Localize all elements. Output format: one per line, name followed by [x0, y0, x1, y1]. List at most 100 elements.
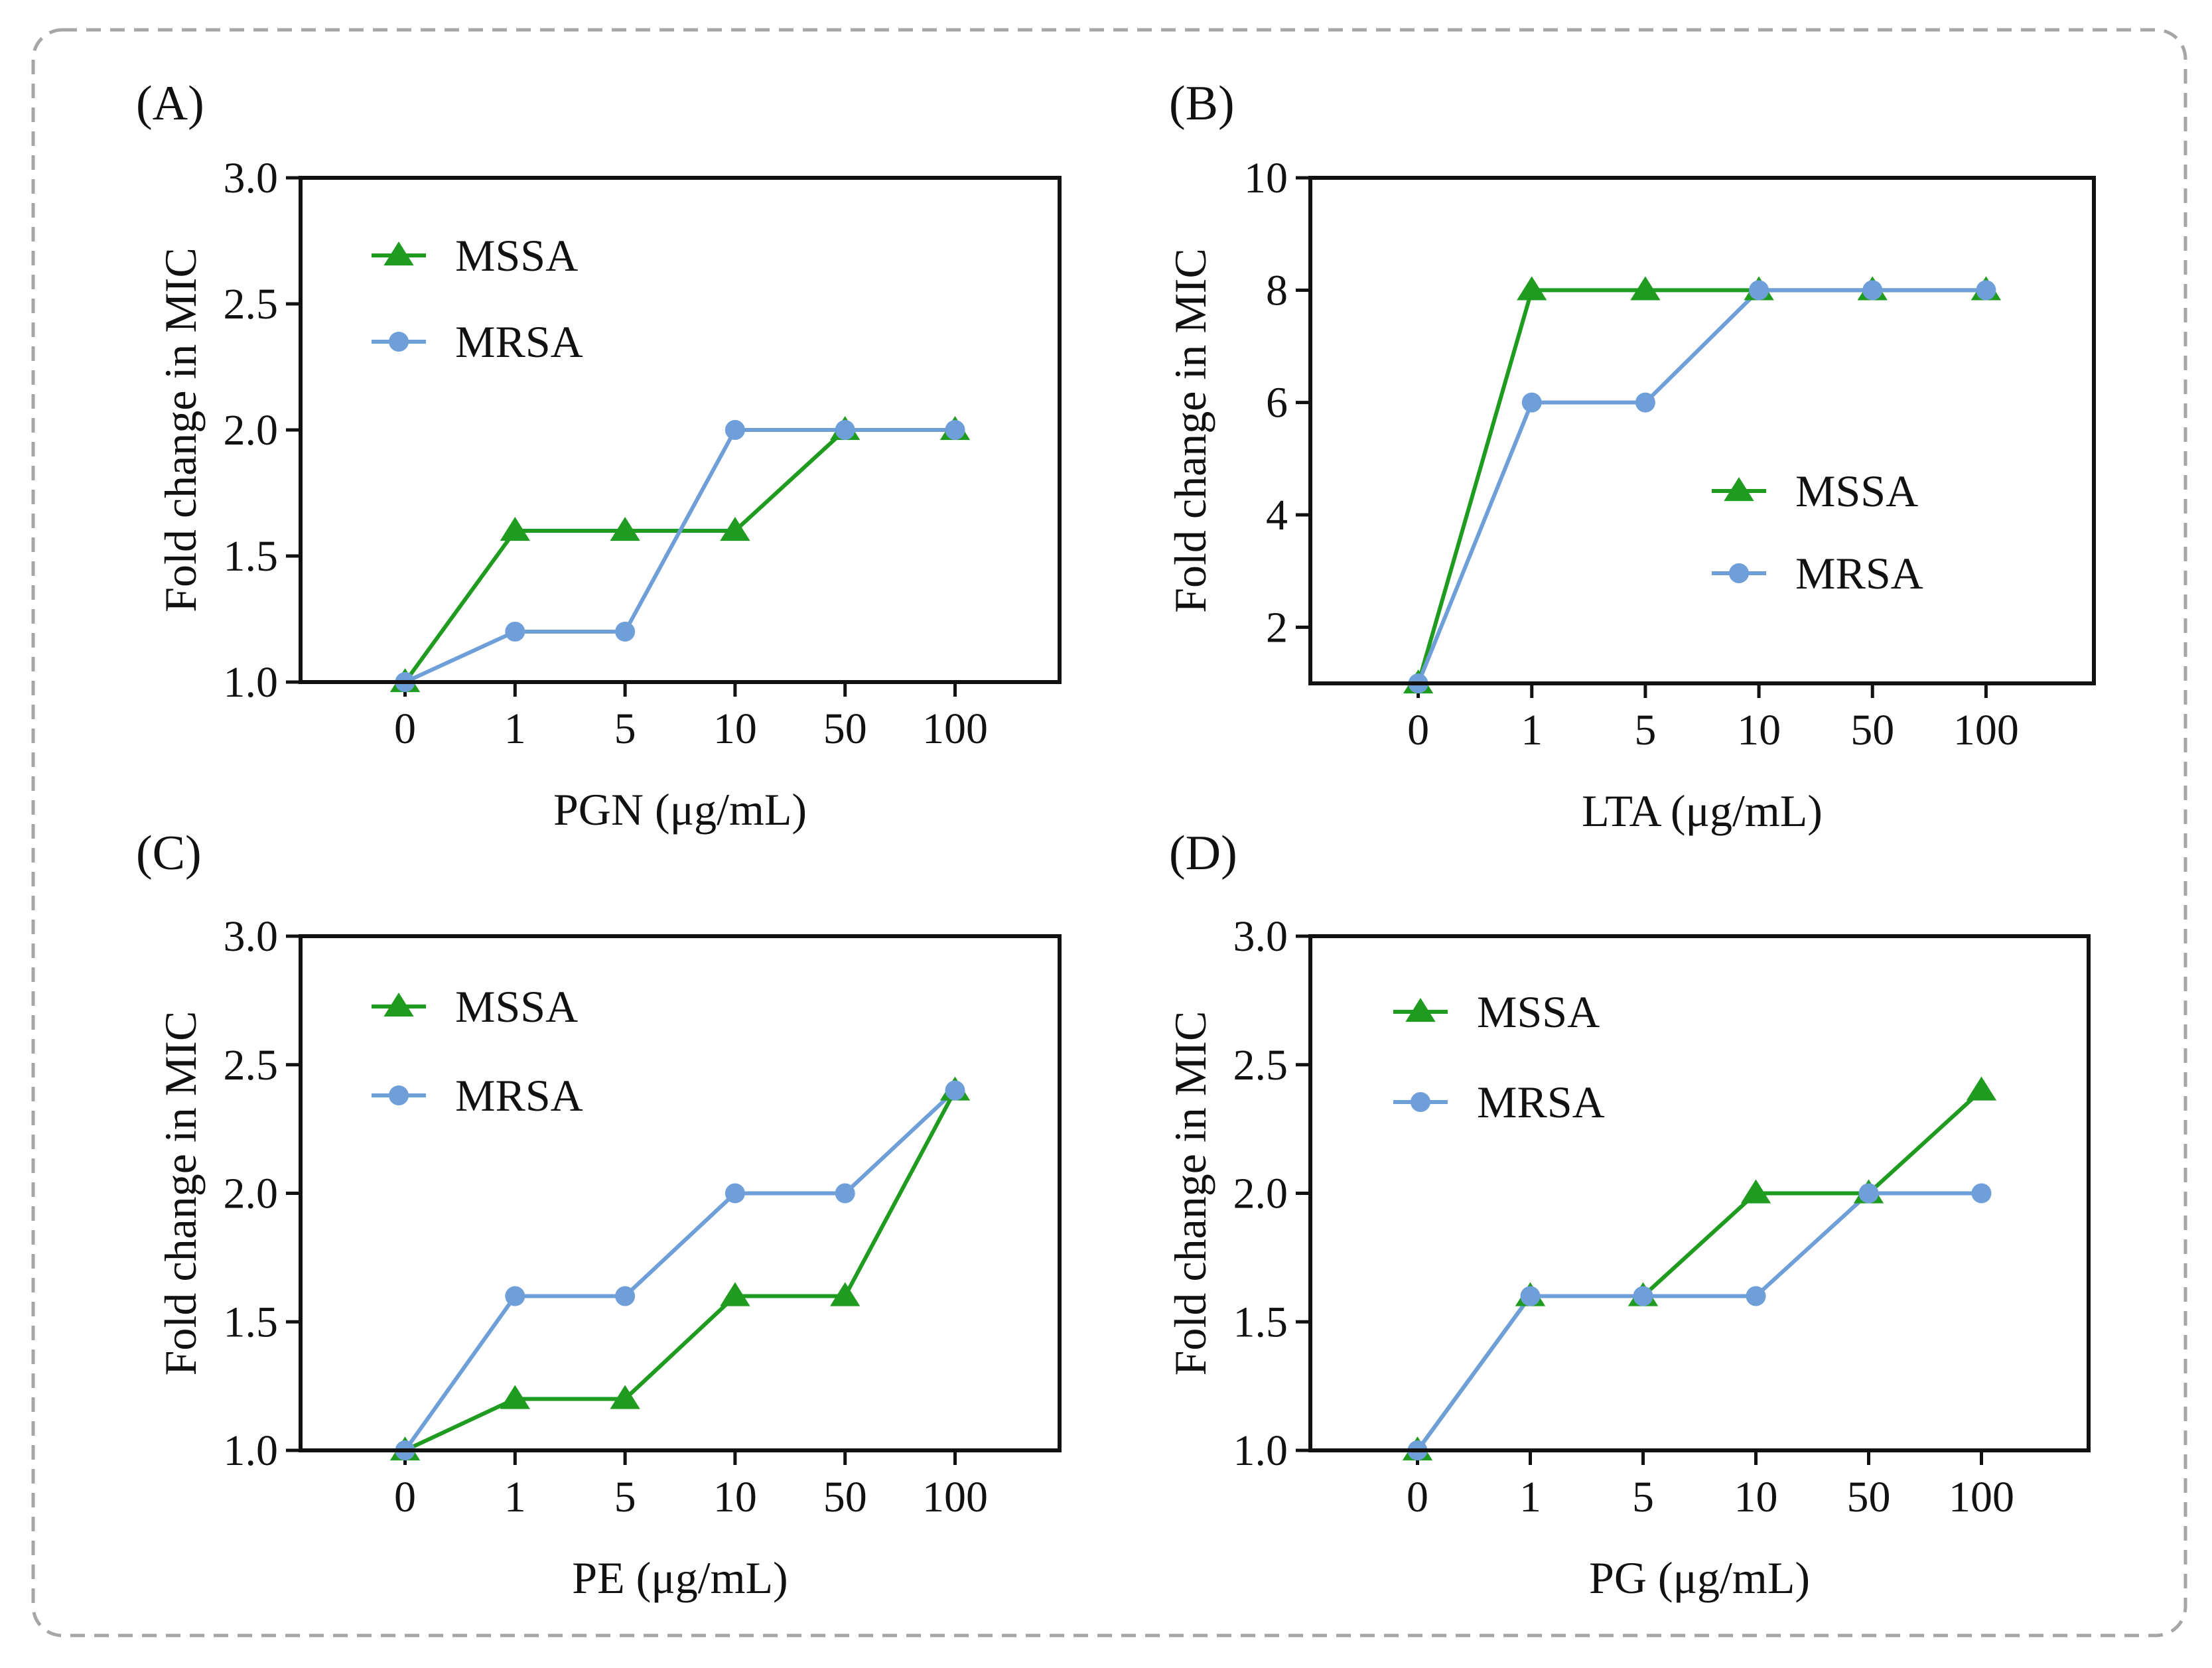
legend: MSSA MRSA	[372, 230, 583, 367]
data-point-mrsa-1	[505, 1286, 525, 1306]
legend-label-mssa: MSSA	[1477, 987, 1600, 1037]
x-tick-label: 1	[504, 1473, 526, 1521]
y-tick-label: 3.0	[1233, 912, 1288, 961]
x-tick-label: 5	[1634, 706, 1656, 754]
legend-marker-mssa	[383, 242, 414, 266]
data-point-mssa-1	[500, 517, 530, 541]
data-point-mrsa-10	[725, 420, 745, 440]
data-point-mrsa-50	[1862, 280, 1883, 301]
data-point-mssa-1	[500, 1385, 530, 1409]
data-point-mrsa-100	[1971, 1183, 1992, 1204]
y-tick-label: 2.0	[224, 1170, 279, 1218]
data-point-mssa-5	[610, 1385, 640, 1409]
x-tick-label: 1	[1521, 706, 1543, 754]
y-tick-label: 2.5	[224, 280, 279, 328]
series-line-mrsa	[1416, 288, 1986, 685]
x-tick-label: 100	[1949, 1473, 2014, 1521]
chart-panel-c: (C) 1.0 1.5 2.0 2.5 3.0 0 1 5 10 50 100 PE (μg/mL) Fo…	[136, 826, 1062, 1603]
y-tick-label: 8	[1266, 266, 1288, 314]
legend-label-mrsa: MRSA	[1795, 548, 1923, 598]
series-line-mssa	[404, 1089, 957, 1452]
x-tick-label: 10	[1734, 1473, 1778, 1521]
data-point-mrsa-50	[835, 420, 855, 440]
x-tick-label: 0	[394, 705, 416, 753]
x-tick-label: 0	[394, 1473, 416, 1521]
data-point-mssa-10	[720, 1282, 750, 1306]
legend: MSSA MRSA	[1712, 466, 1923, 598]
x-tick-label: 50	[1847, 1473, 1891, 1521]
data-point-mrsa-10	[725, 1183, 745, 1204]
x-tick-label: 100	[922, 705, 988, 753]
x-tick-label: 5	[614, 705, 636, 753]
y-tick-label: 2.0	[1233, 1170, 1288, 1218]
x-axis-title: LTA (μg/mL)	[1582, 786, 1823, 836]
data-point-mssa-10	[1740, 1179, 1771, 1204]
legend: MSSA MRSA	[372, 981, 583, 1121]
data-point-mssa-5	[610, 517, 640, 541]
x-tick-label: 5	[1632, 1473, 1654, 1521]
legend-label-mrsa: MRSA	[1477, 1077, 1605, 1127]
data-point-mrsa-5	[1635, 392, 1655, 413]
data-point-mrsa-1	[1520, 1286, 1541, 1306]
y-tick-label: 1.5	[1233, 1298, 1288, 1346]
chart-panel-a: (A) 1.0 1.5 2.0 2.5 3.0 0 1 5 10 50 100 PGN (μg/mL) F…	[136, 76, 1062, 835]
panel-letter: (C)	[136, 826, 202, 880]
legend: MSSA MRSA	[1393, 987, 1605, 1127]
x-tick-label: 100	[1953, 706, 2019, 754]
y-tick-label: 3.0	[224, 154, 279, 202]
legend-marker-mssa	[1724, 477, 1754, 502]
legend-marker-mrsa	[389, 1085, 409, 1105]
data-point-mrsa-50	[1858, 1183, 1879, 1204]
data-point-mssa-10	[720, 517, 750, 541]
series-line-mssa	[1416, 1089, 1983, 1452]
x-tick-label: 100	[922, 1473, 988, 1521]
data-point-mrsa-100	[945, 1080, 965, 1101]
x-axis-title: PGN (μg/mL)	[553, 784, 807, 835]
x-tick-label: 10	[713, 1473, 757, 1521]
legend-label-mssa: MSSA	[1795, 466, 1918, 516]
y-tick-label: 1.5	[224, 532, 279, 581]
legend-marker-mssa	[1405, 998, 1436, 1022]
x-tick-label: 0	[1407, 706, 1429, 754]
panel-letter: (B)	[1169, 76, 1235, 131]
x-tick-label: 5	[614, 1473, 636, 1521]
x-axis-title: PG (μg/mL)	[1589, 1553, 1810, 1603]
y-tick-label: 1.0	[1233, 1426, 1288, 1475]
y-tick-label: 2.5	[1233, 1041, 1288, 1089]
panel-letter: (D)	[1169, 826, 1237, 880]
y-tick-label: 6	[1266, 379, 1288, 427]
y-tick-label: 1.0	[224, 658, 279, 707]
y-tick-label: 2	[1266, 603, 1288, 652]
plot-area	[299, 934, 1062, 1452]
y-tick-label: 3.0	[224, 912, 279, 961]
y-axis-title: Fold change in MIC	[1165, 1011, 1215, 1376]
data-point-mrsa-100	[945, 420, 965, 440]
y-tick-label: 4	[1266, 491, 1288, 539]
y-axis-title: Fold change in MIC	[1165, 248, 1215, 613]
x-axis-title: PE (μg/mL)	[572, 1553, 788, 1603]
x-tick-label: 50	[823, 705, 867, 753]
y-tick-label: 1.5	[224, 1298, 279, 1346]
legend-label-mrsa: MRSA	[455, 316, 583, 367]
plot-area	[299, 176, 1062, 684]
data-point-mrsa-5	[615, 1286, 636, 1306]
legend-marker-mrsa	[1729, 563, 1749, 583]
data-point-mrsa-10	[1749, 280, 1769, 301]
legend-marker-mrsa	[1411, 1092, 1430, 1112]
y-tick-label: 2.0	[224, 406, 279, 454]
series-line-mrsa	[403, 1089, 957, 1452]
plot-area	[1308, 934, 2091, 1452]
x-tick-label: 10	[1737, 706, 1781, 754]
data-point-mssa-1	[1517, 276, 1547, 301]
data-point-mrsa-5	[615, 622, 636, 642]
y-tick-label: 1.0	[224, 1426, 279, 1475]
x-tick-label: 50	[823, 1473, 867, 1521]
y-axis-title: Fold change in MIC	[155, 1011, 206, 1376]
plot-area	[1308, 176, 2096, 685]
panel-letter: (A)	[136, 76, 204, 131]
chart-panel-d: (D) 1.0 1.5 2.0 2.5 3.0 0 1 5 10 50 100 PG (μg/mL) Fo…	[1165, 826, 2091, 1603]
x-tick-label: 10	[713, 705, 757, 753]
